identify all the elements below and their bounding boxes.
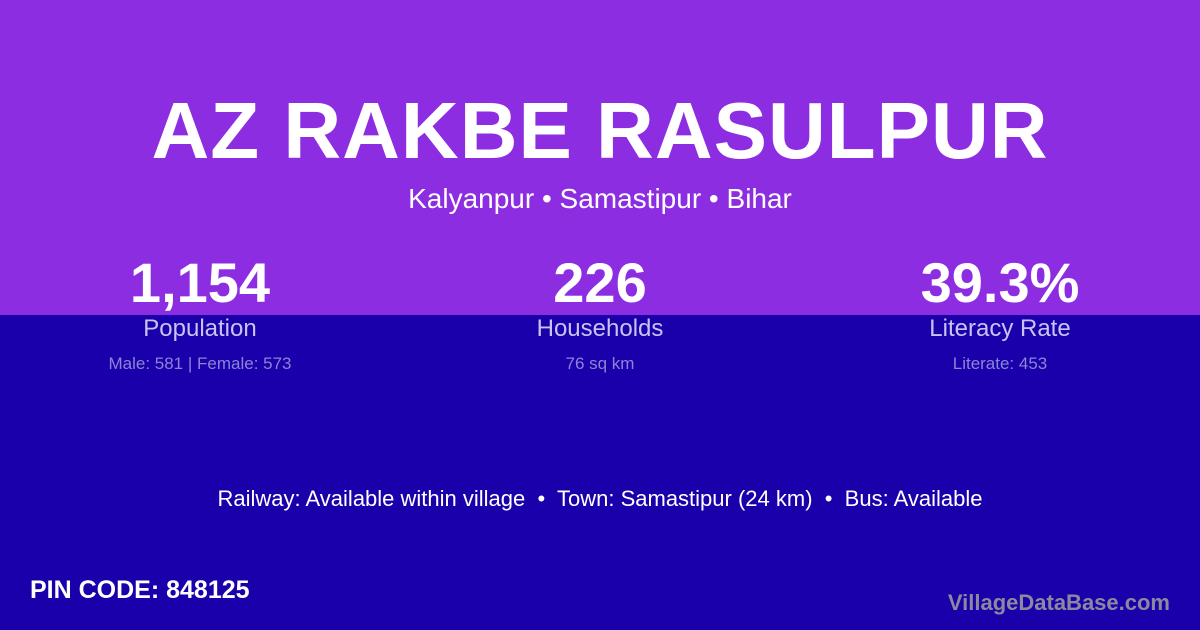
- brand-logo: VillageDataBase.com: [947, 590, 1170, 615]
- village-title: AZ RAKBE RASULPUR: [151, 86, 1049, 175]
- literacy-detail: Literate: 453: [952, 354, 1048, 373]
- location-subtitle: Kalyanpur • Samastipur • Bihar: [408, 183, 792, 214]
- literacy-label: Literacy Rate: [929, 315, 1071, 342]
- population-detail: Male: 581 | Female: 573: [108, 354, 292, 373]
- households-detail: 76 sq km: [565, 354, 635, 373]
- connectivity-info: Railway: Available within village • Town…: [217, 486, 983, 511]
- households-label: Households: [536, 315, 664, 342]
- population-label: Population: [143, 315, 257, 342]
- population-value: 1,154: [129, 251, 271, 314]
- households-value: 226: [553, 251, 647, 314]
- header-band: [0, 0, 1200, 315]
- literacy-value: 39.3%: [920, 251, 1080, 314]
- pin-code: PIN CODE: 848125: [30, 576, 250, 604]
